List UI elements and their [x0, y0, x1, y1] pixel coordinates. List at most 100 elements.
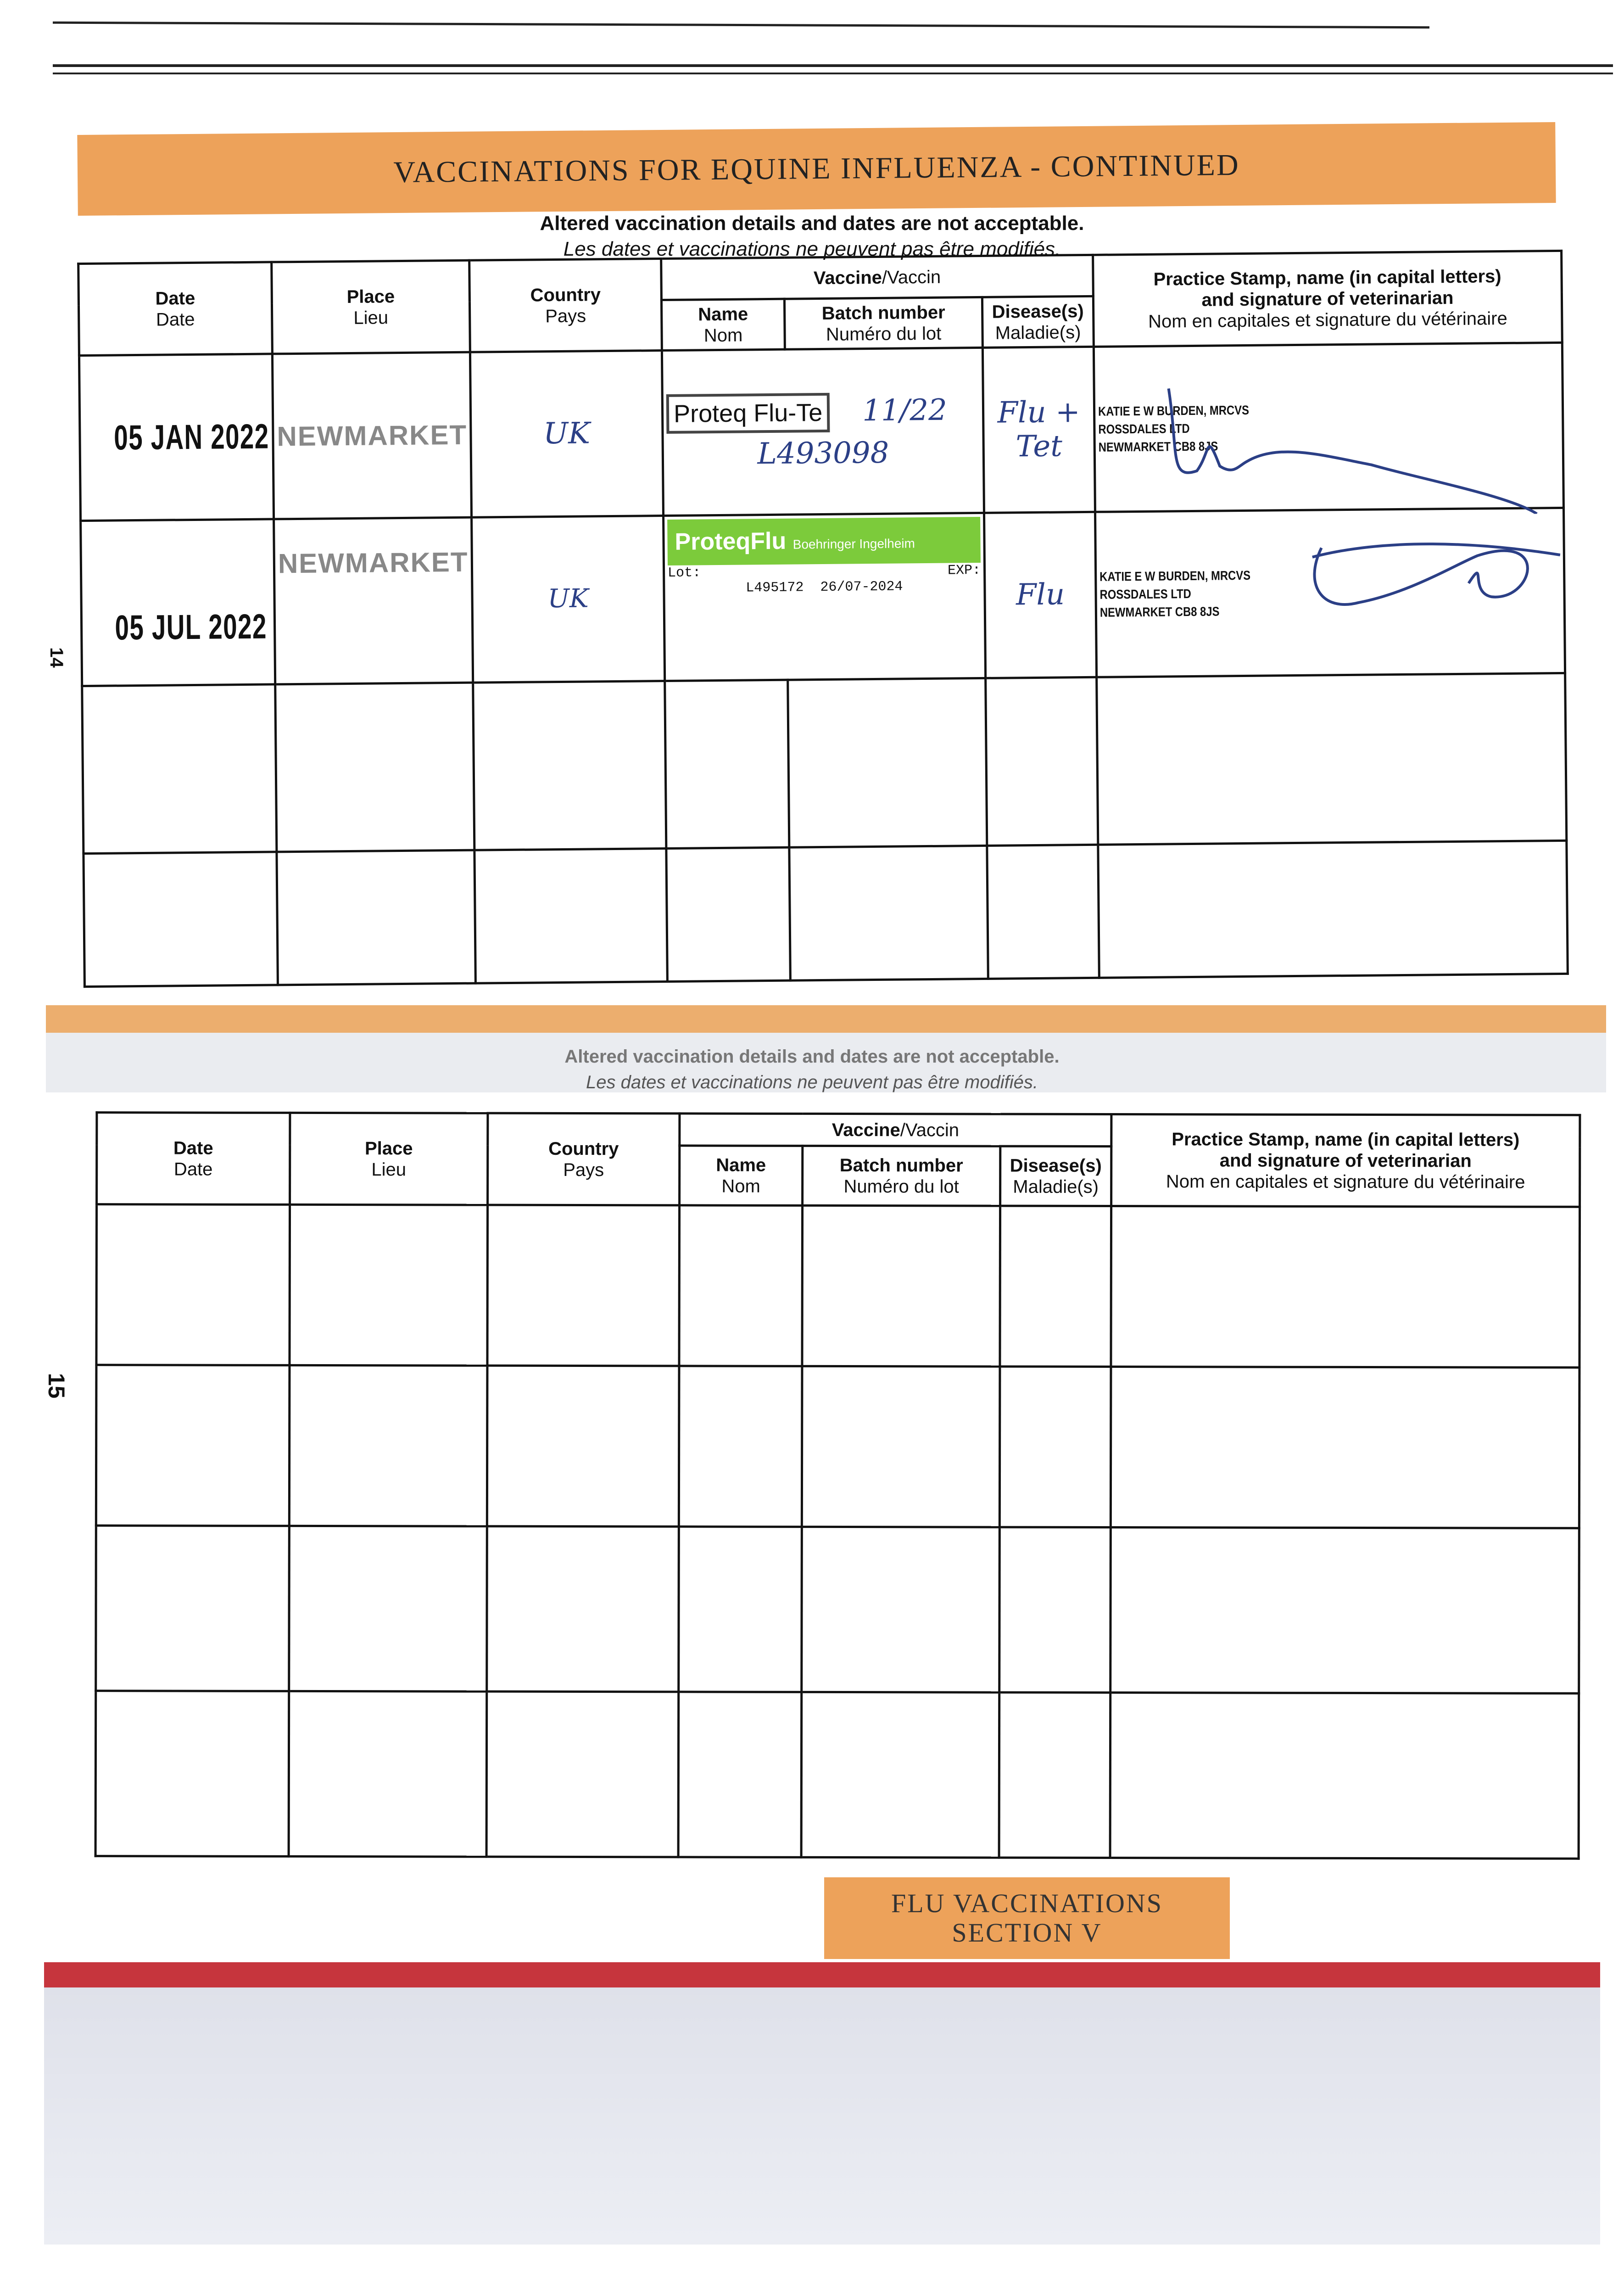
notice-fr: Les dates et vaccinations ne peuvent pas… [563, 238, 1061, 260]
empty-cell[interactable] [999, 1366, 1111, 1528]
country-cell: UK [470, 350, 664, 518]
col-place: Place Lieu [271, 260, 470, 354]
vaccine-name-stamp: Proteq Flu-Te [666, 392, 830, 434]
batch-number: L493098 [757, 436, 889, 471]
empty-cell[interactable] [95, 1525, 290, 1691]
expiry: 26/07-2024 [820, 579, 903, 596]
empty-row [82, 673, 1567, 854]
col-place: Place Lieu [290, 1113, 488, 1205]
empty-cell[interactable] [83, 851, 278, 987]
page-number-left: 14 [46, 647, 67, 668]
empty-cell[interactable] [96, 1204, 290, 1366]
empty-row [95, 1525, 1579, 1694]
stamp-cell: KATIE E W BURDEN, MRCVS ROSSDALES LTD NEWM… [1095, 508, 1565, 677]
notice-en-faded: Altered vaccination details and dates ar… [564, 1047, 1060, 1067]
vaccination-row: 05 JUL 2022 NEWMARKET UK ProteqFlu Boehr… [80, 508, 1565, 686]
top-edge-line [53, 64, 1613, 67]
empty-cell[interactable] [276, 850, 476, 985]
col-disease: Disease(s) Maladie(s) [982, 296, 1094, 348]
empty-row [95, 1690, 1579, 1859]
page-number-right: 15 [43, 1373, 69, 1399]
col-country: Country Pays [469, 258, 662, 353]
empty-cell[interactable] [802, 1366, 1000, 1528]
vet-signature [1167, 388, 1538, 515]
empty-cell[interactable] [95, 1690, 289, 1857]
col-stamp: Practice Stamp, name (in capital letters… [1111, 1114, 1580, 1207]
vaccination-table-page-14: Date Date Place Lieu Country Pays Vaccine/V… [77, 250, 1569, 988]
section-tab-line1: FLU VACCINATIONS [891, 1888, 1163, 1919]
empty-cell[interactable] [678, 1691, 802, 1858]
empty-cell[interactable] [679, 1366, 802, 1527]
col-vaccine: Vaccine/Vaccin [679, 1113, 1111, 1147]
col-batch: Batch number Numéro du lot [784, 297, 983, 350]
empty-cell[interactable] [999, 1527, 1111, 1693]
col-country: Country Pays [487, 1113, 680, 1205]
empty-cell[interactable] [289, 1691, 487, 1857]
empty-cell[interactable] [999, 1206, 1111, 1367]
empty-cell[interactable] [678, 1526, 802, 1692]
empty-cell[interactable] [289, 1204, 488, 1366]
scan-background [44, 1987, 1600, 2245]
notice-fr-faded: Les dates et vaccinations ne peuvent pas… [586, 1072, 1038, 1092]
empty-cell[interactable] [1110, 1692, 1579, 1859]
empty-cell[interactable] [1111, 1206, 1580, 1368]
empty-cell[interactable] [1098, 840, 1568, 978]
notice-en: Altered vaccination details and dates ar… [540, 212, 1084, 235]
date-cell: 05 JAN 2022 [79, 353, 274, 521]
section-title-banner: VACCINATIONS FOR EQUINE INFLUENZA - CONT… [77, 122, 1556, 216]
top-edge-line [53, 21, 1429, 29]
col-disease: Disease(s) Maladie(s) [1000, 1146, 1111, 1206]
header-row: Date Date Place Lieu Country Pays Vaccine/V… [96, 1112, 1580, 1207]
empty-cell[interactable] [985, 677, 1098, 846]
empty-row [83, 840, 1568, 987]
empty-cell[interactable] [289, 1365, 487, 1527]
empty-cell[interactable] [1110, 1527, 1579, 1694]
place-cell: NEWMARKET [272, 352, 472, 519]
section-tab: FLU VACCINATIONS SECTION V [824, 1877, 1230, 1959]
empty-cell[interactable] [999, 1692, 1111, 1858]
expiry: 11/22 [862, 393, 948, 428]
empty-cell[interactable] [486, 1526, 679, 1692]
empty-cell[interactable] [801, 1692, 999, 1858]
col-vaccine-name: Name Nom [679, 1145, 803, 1206]
empty-cell[interactable] [802, 1205, 1000, 1367]
empty-row [96, 1204, 1580, 1368]
empty-cell[interactable] [987, 845, 1099, 979]
date-cell: 05 JUL 2022 [80, 519, 275, 686]
vaccine-name-batch-cell: Proteq Flu-Te 11/22 L493098 [662, 347, 984, 516]
col-vaccine: Vaccine/Vaccin [661, 255, 1094, 300]
empty-cell[interactable] [486, 1691, 679, 1857]
col-stamp: Practice Stamp, name (in capital letters… [1093, 251, 1563, 347]
empty-cell[interactable] [679, 1205, 803, 1366]
empty-row [96, 1365, 1579, 1528]
disease-cell: Flu + Tet [982, 347, 1095, 513]
empty-cell[interactable] [96, 1365, 290, 1526]
empty-cell[interactable] [666, 847, 791, 982]
vaccine-sticker: ProteqFlu Boehringer Ingelheim [667, 517, 981, 565]
col-vaccine-name: Name Nom [661, 299, 785, 351]
page-title: VACCINATIONS FOR EQUINE INFLUENZA - CONT… [393, 148, 1240, 190]
empty-cell[interactable] [473, 681, 666, 851]
col-date: Date Date [78, 262, 273, 356]
empty-cell[interactable] [487, 1366, 679, 1527]
empty-cell[interactable] [1111, 1366, 1579, 1528]
empty-cell[interactable] [801, 1527, 1000, 1693]
empty-cell[interactable] [789, 845, 988, 981]
faded-facing-page-header [46, 1005, 1606, 1092]
disease-cell: Flu [984, 512, 1097, 678]
empty-cell[interactable] [289, 1526, 487, 1692]
batch-number: L495172 [746, 580, 804, 596]
empty-cell[interactable] [82, 684, 277, 854]
empty-cell[interactable] [474, 848, 668, 984]
empty-cell[interactable] [487, 1205, 680, 1366]
empty-cell[interactable] [1096, 673, 1567, 845]
place-cell: NEWMARKET [273, 517, 473, 684]
country-cell: UK [471, 515, 665, 683]
top-edge-line [53, 73, 1613, 74]
vet-signature [1312, 543, 1561, 606]
red-page-edge [44, 1962, 1600, 1987]
empty-cell[interactable] [664, 680, 789, 849]
empty-cell[interactable] [787, 678, 987, 848]
vaccine-sticker-cell: ProteqFlu Boehringer Ingelheim Lot: EXP:… [663, 513, 986, 681]
empty-cell[interactable] [275, 683, 474, 852]
